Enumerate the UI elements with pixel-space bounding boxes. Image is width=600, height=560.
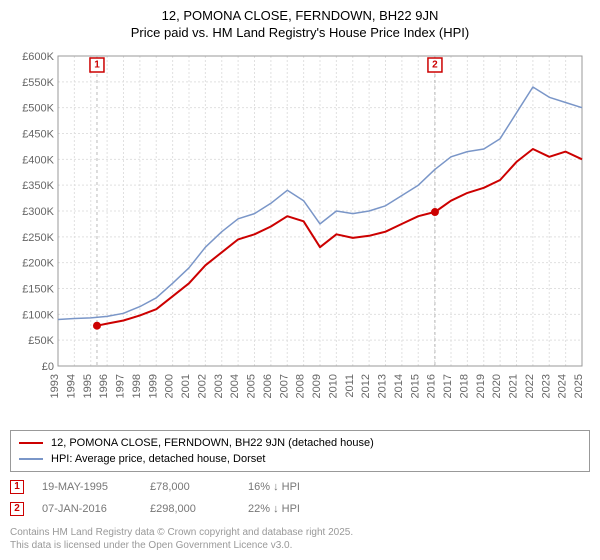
event-price: £298,000: [150, 503, 230, 515]
svg-text:1996: 1996: [98, 374, 110, 398]
svg-text:2017: 2017: [442, 374, 454, 398]
svg-text:2003: 2003: [213, 374, 225, 398]
svg-text:2021: 2021: [508, 374, 520, 398]
svg-text:£450K: £450K: [22, 128, 54, 140]
svg-text:1995: 1995: [82, 374, 94, 398]
svg-text:2024: 2024: [557, 374, 569, 398]
svg-text:2009: 2009: [311, 374, 323, 398]
svg-text:£100K: £100K: [22, 309, 54, 321]
svg-text:2: 2: [432, 59, 438, 70]
chart-container: 12, POMONA CLOSE, FERNDOWN, BH22 9JN Pri…: [0, 0, 600, 560]
svg-text:£550K: £550K: [22, 77, 54, 89]
footer-line: Contains HM Land Registry data © Crown c…: [10, 526, 590, 539]
svg-text:2020: 2020: [491, 374, 503, 398]
svg-text:2025: 2025: [573, 374, 585, 398]
svg-text:2019: 2019: [475, 374, 487, 398]
event-marker-icon: 1: [10, 480, 24, 494]
svg-text:2018: 2018: [458, 374, 470, 398]
footer-line: This data is licensed under the Open Gov…: [10, 539, 590, 552]
footer: Contains HM Land Registry data © Crown c…: [10, 526, 590, 552]
svg-text:2015: 2015: [409, 374, 421, 398]
svg-text:2001: 2001: [180, 374, 192, 398]
svg-text:2002: 2002: [196, 374, 208, 398]
svg-text:£400K: £400K: [22, 154, 54, 166]
svg-text:1993: 1993: [49, 374, 61, 398]
legend-item: HPI: Average price, detached house, Dors…: [19, 451, 581, 467]
svg-text:2008: 2008: [295, 374, 307, 398]
svg-text:£0: £0: [42, 361, 54, 373]
chart-title: 12, POMONA CLOSE, FERNDOWN, BH22 9JN: [10, 8, 590, 25]
svg-text:£300K: £300K: [22, 206, 54, 218]
svg-text:2012: 2012: [360, 374, 372, 398]
svg-text:1997: 1997: [115, 374, 127, 398]
legend-swatch: [19, 458, 43, 460]
svg-text:1: 1: [94, 59, 100, 70]
svg-text:£200K: £200K: [22, 258, 54, 270]
event-date: 19-MAY-1995: [42, 481, 132, 493]
svg-text:2016: 2016: [426, 374, 438, 398]
svg-text:2023: 2023: [540, 374, 552, 398]
chart-svg: £0 £50K £100K £150K £200K £250K £300K £350K £400…: [10, 46, 590, 426]
svg-text:2011: 2011: [344, 374, 356, 398]
svg-text:2004: 2004: [229, 374, 241, 398]
legend-item: 12, POMONA CLOSE, FERNDOWN, BH22 9JN (de…: [19, 435, 581, 451]
event-delta: 16% ↓ HPI: [248, 481, 300, 493]
event-price: £78,000: [150, 481, 230, 493]
svg-text:2006: 2006: [262, 374, 274, 398]
svg-text:2007: 2007: [278, 374, 290, 398]
svg-text:2014: 2014: [393, 374, 405, 398]
svg-text:2013: 2013: [377, 374, 389, 398]
svg-text:£50K: £50K: [28, 335, 54, 347]
svg-text:2022: 2022: [524, 374, 536, 398]
event-row: 1 19-MAY-1995 £78,000 16% ↓ HPI: [10, 476, 590, 498]
events-table: 1 19-MAY-1995 £78,000 16% ↓ HPI 2 07-JAN…: [10, 476, 590, 520]
svg-text:1999: 1999: [147, 374, 159, 398]
svg-text:£150K: £150K: [22, 283, 54, 295]
svg-text:1998: 1998: [131, 374, 143, 398]
svg-text:£250K: £250K: [22, 232, 54, 244]
legend-swatch: [19, 442, 43, 445]
svg-text:2000: 2000: [164, 374, 176, 398]
svg-text:£500K: £500K: [22, 103, 54, 115]
event-delta: 22% ↓ HPI: [248, 503, 300, 515]
svg-text:1994: 1994: [65, 374, 77, 398]
svg-text:£350K: £350K: [22, 180, 54, 192]
svg-text:2005: 2005: [246, 374, 258, 398]
legend: 12, POMONA CLOSE, FERNDOWN, BH22 9JN (de…: [10, 430, 590, 472]
event-marker-icon: 2: [10, 502, 24, 516]
event-date: 07-JAN-2016: [42, 503, 132, 515]
svg-text:2010: 2010: [327, 374, 339, 398]
legend-label: HPI: Average price, detached house, Dors…: [51, 453, 265, 465]
svg-text:£600K: £600K: [22, 51, 54, 63]
event-row: 2 07-JAN-2016 £298,000 22% ↓ HPI: [10, 498, 590, 520]
legend-label: 12, POMONA CLOSE, FERNDOWN, BH22 9JN (de…: [51, 437, 374, 449]
chart-plot: £0 £50K £100K £150K £200K £250K £300K £350K £400…: [10, 46, 590, 426]
chart-subtitle: Price paid vs. HM Land Registry's House …: [10, 25, 590, 40]
